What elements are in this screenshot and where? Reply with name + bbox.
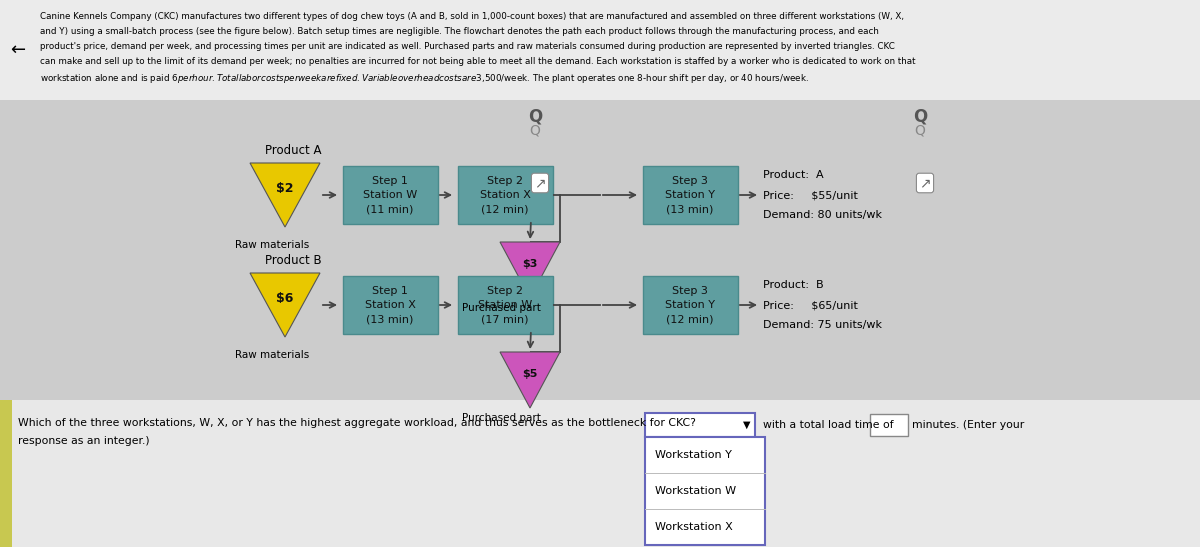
FancyBboxPatch shape — [642, 166, 738, 224]
Text: Product:  B: Product: B — [763, 280, 823, 290]
Text: ↗: ↗ — [534, 176, 546, 190]
Text: Workstation X: Workstation X — [655, 522, 733, 532]
Text: Product B: Product B — [265, 253, 322, 266]
FancyBboxPatch shape — [646, 437, 766, 545]
Text: Product A: Product A — [265, 143, 322, 156]
FancyBboxPatch shape — [457, 166, 552, 224]
Text: Raw materials: Raw materials — [235, 240, 310, 250]
Text: Step 2
Station X
(12 min): Step 2 Station X (12 min) — [480, 176, 530, 214]
Polygon shape — [250, 273, 320, 337]
Text: Step 3
Station Y
(13 min): Step 3 Station Y (13 min) — [665, 176, 715, 214]
Text: Q: Q — [913, 108, 928, 126]
Text: product's price, demand per week, and processing times per unit are indicated as: product's price, demand per week, and pr… — [40, 42, 895, 51]
Text: Step 1
Station X
(13 min): Step 1 Station X (13 min) — [365, 286, 415, 324]
Text: ←: ← — [10, 41, 25, 59]
Text: minutes. (Enter your: minutes. (Enter your — [912, 420, 1025, 430]
Text: response as an integer.): response as an integer.) — [18, 436, 150, 446]
Text: $3: $3 — [522, 259, 538, 270]
Text: can make and sell up to the limit of its demand per week; no penalties are incur: can make and sell up to the limit of its… — [40, 57, 916, 66]
Polygon shape — [500, 352, 560, 408]
Text: Which of the three workstations, W, X, or Y has the highest aggregate workload, : Which of the three workstations, W, X, o… — [18, 418, 696, 428]
Text: Q: Q — [528, 108, 542, 126]
Text: Workstation Y: Workstation Y — [655, 450, 732, 460]
Text: Purchased part: Purchased part — [462, 303, 541, 313]
Text: Product:  A: Product: A — [763, 170, 823, 180]
Text: Canine Kennels Company (CKC) manufactures two different types of dog chew toys (: Canine Kennels Company (CKC) manufacture… — [40, 12, 904, 21]
FancyBboxPatch shape — [342, 276, 438, 334]
Text: ↗: ↗ — [919, 176, 931, 190]
Text: $2: $2 — [276, 182, 294, 195]
Text: with a total load time of: with a total load time of — [763, 420, 894, 430]
Text: Purchased part: Purchased part — [462, 413, 541, 423]
Text: Q: Q — [914, 123, 925, 137]
Text: Raw materials: Raw materials — [235, 350, 310, 360]
Text: $6: $6 — [276, 292, 294, 305]
FancyBboxPatch shape — [0, 400, 12, 547]
FancyBboxPatch shape — [0, 0, 1200, 100]
Text: Step 2
Station W
(17 min): Step 2 Station W (17 min) — [478, 286, 532, 324]
Text: ▼: ▼ — [743, 420, 751, 430]
FancyBboxPatch shape — [642, 276, 738, 334]
Text: $5: $5 — [522, 369, 538, 380]
Text: Q: Q — [529, 123, 540, 137]
Text: Price:     $55/unit: Price: $55/unit — [763, 190, 858, 200]
FancyBboxPatch shape — [0, 400, 1200, 547]
FancyBboxPatch shape — [457, 276, 552, 334]
Text: Demand: 80 units/wk: Demand: 80 units/wk — [763, 210, 882, 220]
Polygon shape — [250, 163, 320, 227]
Text: and Y) using a small-batch process (see the figure below). Batch setup times are: and Y) using a small-batch process (see … — [40, 27, 878, 36]
Text: Step 3
Station Y
(12 min): Step 3 Station Y (12 min) — [665, 286, 715, 324]
FancyBboxPatch shape — [870, 414, 908, 436]
Text: Step 1
Station W
(11 min): Step 1 Station W (11 min) — [362, 176, 418, 214]
FancyBboxPatch shape — [342, 166, 438, 224]
Polygon shape — [500, 242, 560, 298]
Text: workstation alone and is paid $6 per hour. Total labor costs per week are fixed.: workstation alone and is paid $6 per hou… — [40, 72, 809, 85]
Text: Demand: 75 units/wk: Demand: 75 units/wk — [763, 320, 882, 330]
Text: Price:     $65/unit: Price: $65/unit — [763, 300, 858, 310]
FancyBboxPatch shape — [646, 413, 755, 437]
FancyBboxPatch shape — [0, 100, 1200, 400]
Text: Workstation W: Workstation W — [655, 486, 736, 496]
